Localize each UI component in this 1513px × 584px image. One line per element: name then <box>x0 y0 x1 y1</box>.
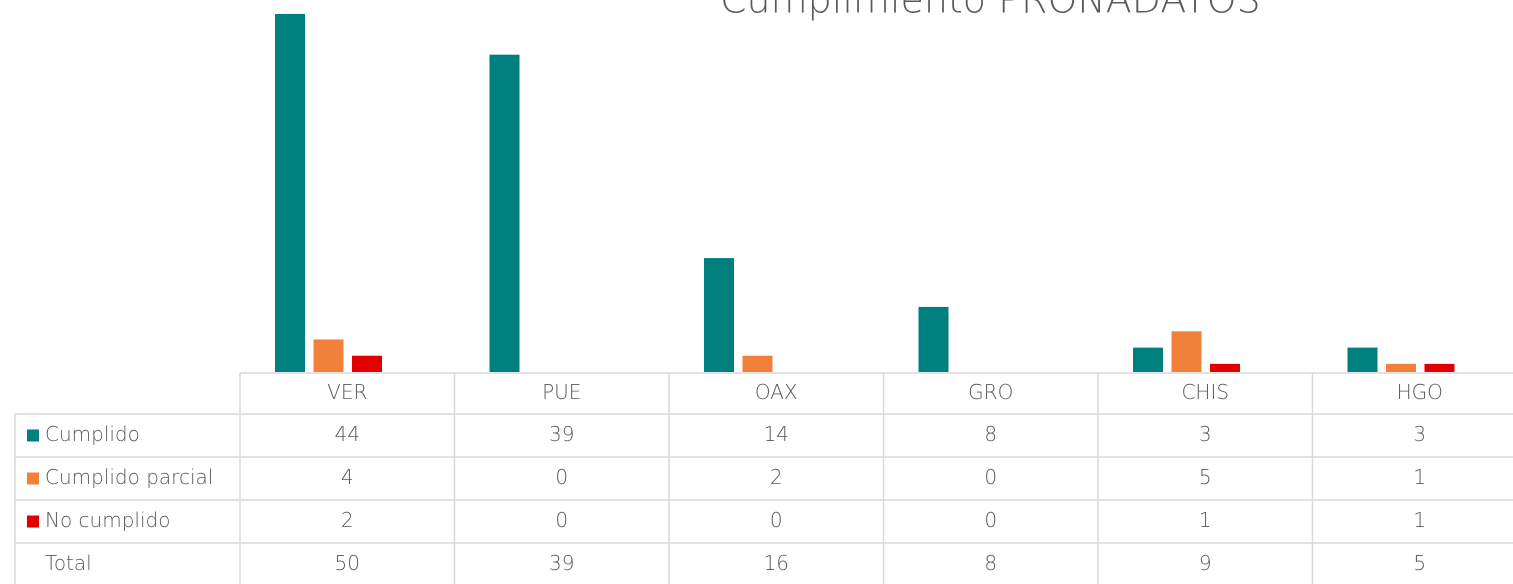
legend-label: No cumplido <box>45 508 170 532</box>
category-label: VER <box>327 380 367 404</box>
table-total: 8 <box>984 551 997 575</box>
legend-swatch <box>27 515 39 528</box>
bar <box>275 14 305 372</box>
table-value: 5 <box>1199 465 1212 489</box>
table-value: 3 <box>1199 422 1212 446</box>
bar <box>1347 347 1378 372</box>
category-label: OAX <box>755 380 798 404</box>
bar <box>918 306 949 372</box>
table-total: 16 <box>764 551 789 575</box>
table-value: 44 <box>335 422 360 446</box>
total-label: Total <box>45 551 92 575</box>
bar <box>704 258 734 372</box>
bar <box>742 355 773 372</box>
bar <box>313 339 344 372</box>
bar <box>352 355 382 372</box>
legend-swatch <box>27 429 39 442</box>
category-label: GRO <box>968 380 1013 404</box>
table-value: 0 <box>984 465 997 489</box>
legend-label: Cumplido parcial <box>45 465 213 489</box>
table-value: 2 <box>770 465 783 489</box>
bar <box>1386 363 1416 372</box>
table-value: 0 <box>555 465 568 489</box>
bar <box>1210 363 1240 372</box>
table-value: 2 <box>341 508 354 532</box>
table-value: 1 <box>1413 508 1426 532</box>
table-value: 0 <box>984 508 997 532</box>
category-label: PUE <box>542 380 581 404</box>
table-value: 4 <box>341 465 354 489</box>
chart-title: Cumplimiento PRONADATOS <box>720 0 1261 22</box>
legend-swatch <box>27 472 39 485</box>
category-label: CHIS <box>1181 380 1229 404</box>
table-value: 1 <box>1413 465 1426 489</box>
table-value: 0 <box>555 508 568 532</box>
table-total: 50 <box>335 551 360 575</box>
category-label: HGO <box>1397 380 1443 404</box>
table-value: 14 <box>764 422 789 446</box>
bar <box>1424 363 1455 372</box>
table-total: 39 <box>549 551 574 575</box>
bar <box>1171 331 1202 372</box>
bar <box>489 54 520 372</box>
table-total: 5 <box>1413 551 1426 575</box>
bar <box>1133 347 1163 372</box>
table-value: 0 <box>770 508 783 532</box>
table-value: 3 <box>1413 422 1426 446</box>
table-value: 39 <box>549 422 574 446</box>
table-total: 9 <box>1199 551 1212 575</box>
table-value: 8 <box>984 422 997 446</box>
legend-label: Cumplido <box>45 422 140 446</box>
table-value: 1 <box>1199 508 1212 532</box>
